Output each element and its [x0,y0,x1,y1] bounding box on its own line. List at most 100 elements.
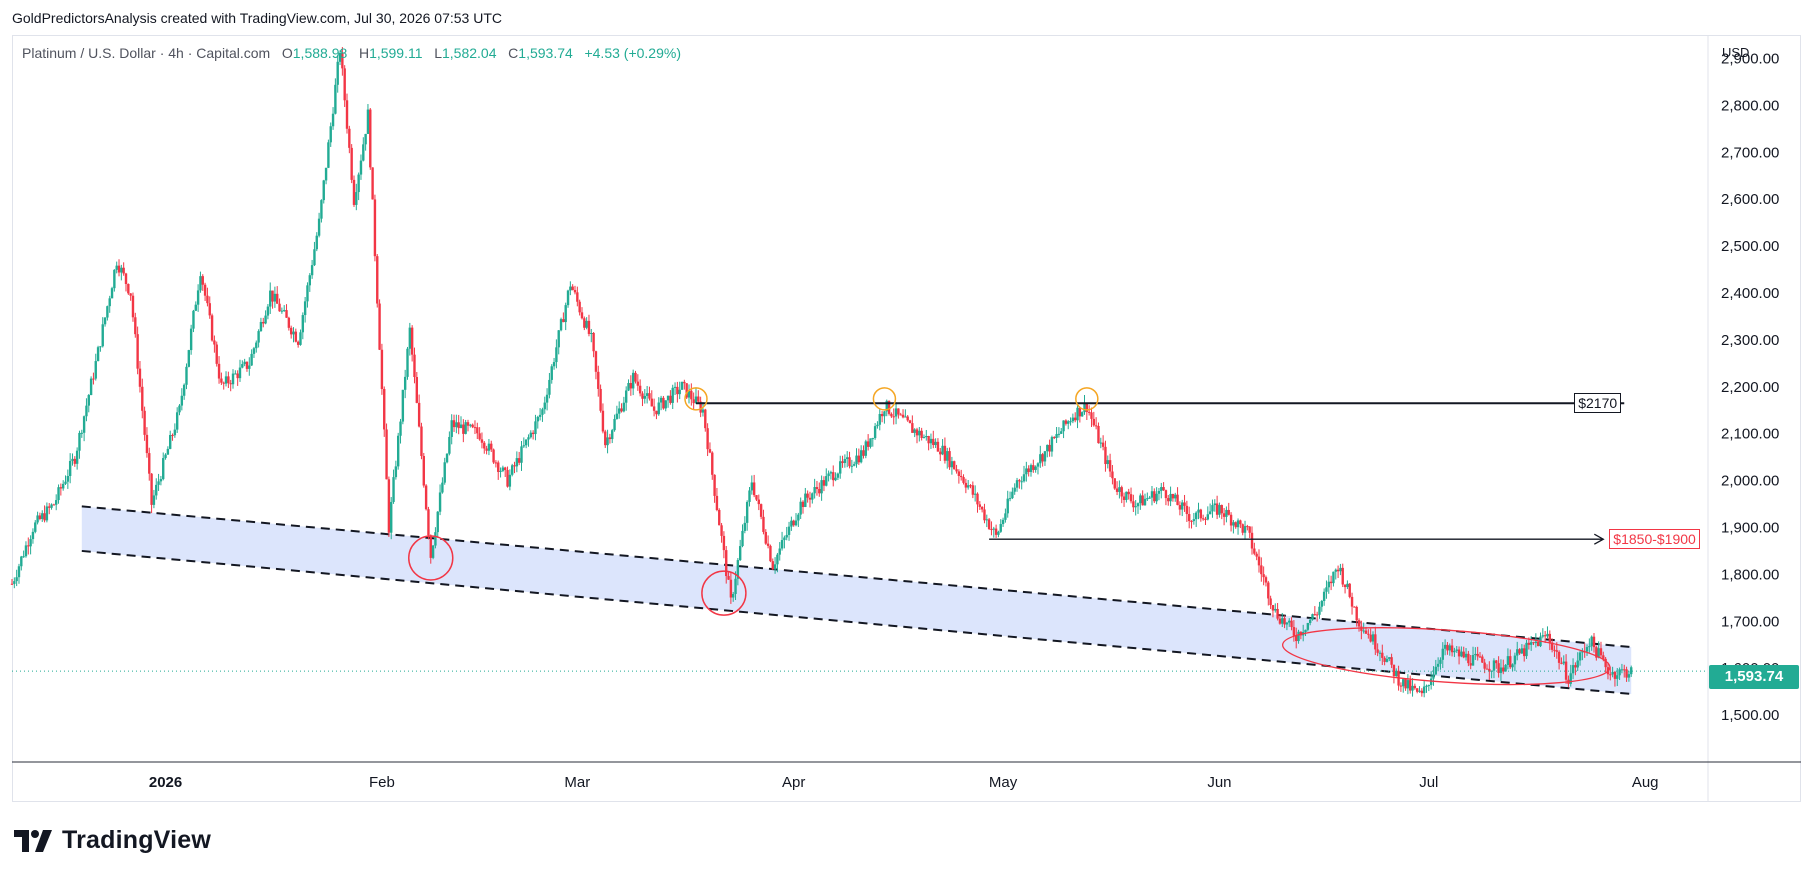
candle-body [401,389,405,422]
candle-body [1557,651,1561,663]
candle-body [1013,487,1016,492]
currency-selector[interactable]: USD [1722,45,1750,60]
candle-body [1388,657,1391,659]
candle-body [1630,667,1633,675]
candle-body [490,443,493,450]
candle-body [1276,608,1279,619]
candle-body [787,526,791,535]
candle-body [1334,569,1337,572]
candle-body [1439,659,1442,664]
candle-body [662,397,665,409]
candle-body [17,566,21,578]
candle-body [403,376,407,390]
candle-body [1120,487,1123,497]
candle-body [252,348,256,354]
candle-body [797,514,800,521]
candle-body [1327,581,1330,588]
candle-body [932,438,935,446]
candle-body [1178,505,1182,510]
candle-body [387,479,391,533]
candle-body [145,434,149,454]
candle-body [187,350,191,367]
candle-body [552,362,556,367]
candle-body [820,480,823,494]
tradingview-brand[interactable]: TradingView [14,826,211,855]
candle-body [976,493,979,505]
candle-body [1571,665,1575,674]
candle-body [1625,669,1628,678]
candle-body [1476,653,1479,657]
candle-body [818,488,821,494]
candle-body [722,535,726,551]
candle-body [678,389,681,395]
candle-body [292,331,295,335]
candle-body [378,303,381,350]
candle-body [648,393,651,399]
candle-body [1278,618,1282,624]
candle-body [531,432,535,435]
candle-body [431,545,435,558]
candle-body [248,365,251,369]
candle-body [1115,488,1119,492]
candle-body [229,383,232,385]
candle-body [1506,656,1510,665]
candle-body [71,458,74,461]
candle-body [259,321,263,332]
candle-body [906,416,909,421]
candle-body [1478,656,1482,658]
candle-body [1343,584,1347,588]
y-tick-label: 1,800.00 [1721,566,1779,583]
candle-body [1006,498,1009,514]
legend-close-value: 1,593.74 [518,45,573,61]
candle-body [1546,633,1549,637]
candle-body [732,593,735,598]
candle-body [1167,498,1170,502]
candle-body [362,144,365,161]
candle-body [1092,418,1096,426]
candle-body [324,167,328,181]
candle-body [1604,658,1607,668]
candle-body [629,383,633,389]
candle-body [213,340,216,345]
candle-body [1523,648,1526,657]
candle-body [1141,495,1144,506]
candle-body [1581,651,1584,653]
candle-body [1576,660,1579,668]
candle-body [64,481,67,484]
candle-body [345,100,349,129]
candle-body [1308,619,1312,624]
candle-body [1492,660,1496,671]
candle-body [471,424,474,428]
candle-body [138,368,142,387]
candle-body [380,349,384,390]
chart-frame [12,35,1801,802]
candle-body [1192,519,1196,522]
candle-body [294,331,298,342]
candle-body [1194,512,1198,520]
candle-body [82,416,86,433]
candle-body [29,539,32,547]
candle-body [990,529,993,531]
candle-body [1348,583,1351,597]
candle-body [1415,688,1419,692]
candle-body [1529,642,1533,645]
candle-body [585,320,588,328]
candle-body [45,506,49,521]
candle-body [1383,657,1386,662]
candle-body [964,482,968,488]
candle-body [1290,620,1293,628]
candle-body [1113,478,1116,489]
candle-body [510,465,514,475]
candle-body [1241,524,1244,533]
candle-body [727,576,730,580]
candle-body [1029,465,1033,473]
candle-body [1374,634,1377,650]
candle-body [1264,577,1268,583]
x-tick-label: Mar [564,774,590,791]
candle-body [1353,606,1356,608]
legend-high-label: H [358,45,370,61]
candle-body [550,366,553,380]
candle-body [839,461,842,474]
candle-body [492,449,495,463]
